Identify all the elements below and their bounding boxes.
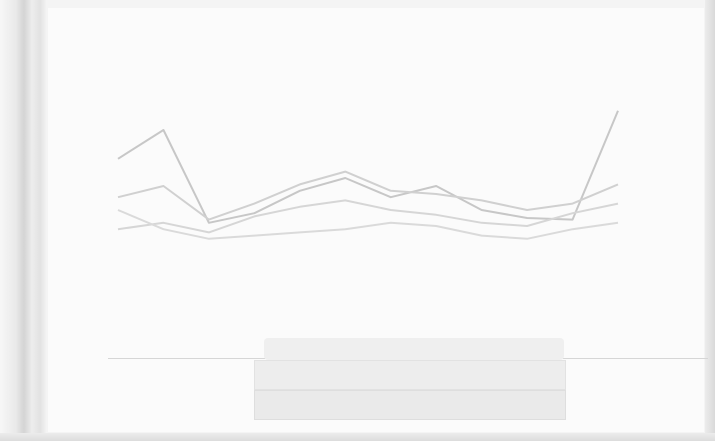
legend-field[interactable] bbox=[254, 360, 566, 390]
legend-field[interactable] bbox=[254, 390, 566, 420]
series-line-1 bbox=[117, 110, 619, 224]
bottom-window-rail bbox=[0, 433, 715, 441]
series-line-2 bbox=[117, 170, 619, 221]
legend-bar bbox=[264, 338, 564, 360]
chart-panel bbox=[48, 8, 708, 432]
right-window-rail bbox=[705, 0, 715, 441]
left-window-rail bbox=[0, 0, 46, 441]
line-chart bbox=[117, 110, 619, 240]
series-line-4 bbox=[117, 209, 619, 240]
series-line-3 bbox=[117, 199, 619, 234]
